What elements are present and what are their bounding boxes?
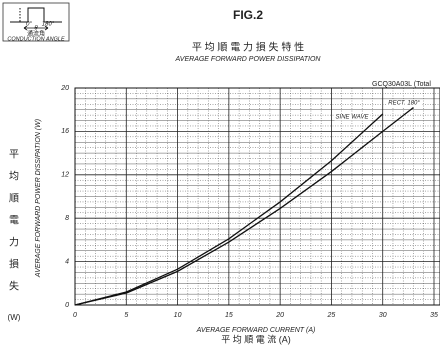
x-axis-label: AVERAGE FORWARD CURRENT (A) [196,327,316,334]
inset: 0° 180° θ 通流角 CONDUCTION ANGLE [2,2,70,42]
series-label-bg [387,100,422,107]
subtitle-jp: 平 均 順 電 力 損 失 特 性 [192,41,304,54]
series-line [74,113,384,306]
y-axis-label-jp: 平 [9,150,19,161]
y-axis-label: AVERAGE FORWARD POWER DISSIPATION (W) [35,119,42,278]
series-line [74,107,414,306]
series-label-bg [334,114,371,121]
y-axis-label-jp: 力 [9,236,19,249]
y-axis-label-jp: 失 [9,280,19,293]
y-tick-label: 16 [61,128,69,135]
series-label: SINE WAVE [336,115,370,121]
model-label: GCQ30A03L (Total [372,81,431,88]
chart-title: FIG.2 [233,8,263,22]
subtitle: AVERAGE FORWARD POWER DISSIPATION [175,56,322,63]
y-tick-label: 0 [65,302,69,309]
y-axis-label-jp: 損 [9,258,19,271]
inset-label-jp: 通流角 [27,30,45,38]
y-tick-label: 4 [65,258,69,265]
y-axis-label-jp: 電 [9,215,19,227]
x-tick-label: 15 [225,312,233,319]
inset-end: 180° [42,22,55,28]
y-axis-label-jp: 均 [9,171,19,183]
inset-label: CONDUCTION ANGLE [7,36,65,42]
x-tick-label: 25 [327,312,336,319]
x-tick-label: 0 [73,312,77,319]
x-tick-label: 30 [379,312,387,319]
x-axis-label-jp: 平 均 順 電 流 (A) [221,333,291,344]
series-label: RECT. 180° [388,101,420,107]
x-tick-label: 20 [275,312,284,319]
waveform [10,7,62,23]
x-tick-label: 5 [124,312,128,319]
x-tick-label: 10 [174,312,182,319]
y-axis-label-jp: 順 [9,193,19,205]
y-tick-label: 8 [65,215,69,222]
x-tick-label: 35 [430,312,438,319]
y-tick-label: 20 [60,85,69,92]
y-tick-label: 12 [61,172,69,179]
inset-start: 0° [26,22,32,28]
angle-arrow [23,25,49,31]
inset-theta: θ [34,26,38,32]
plot-frame [74,87,440,306]
y-axis-label-jp: (W) [8,313,21,322]
